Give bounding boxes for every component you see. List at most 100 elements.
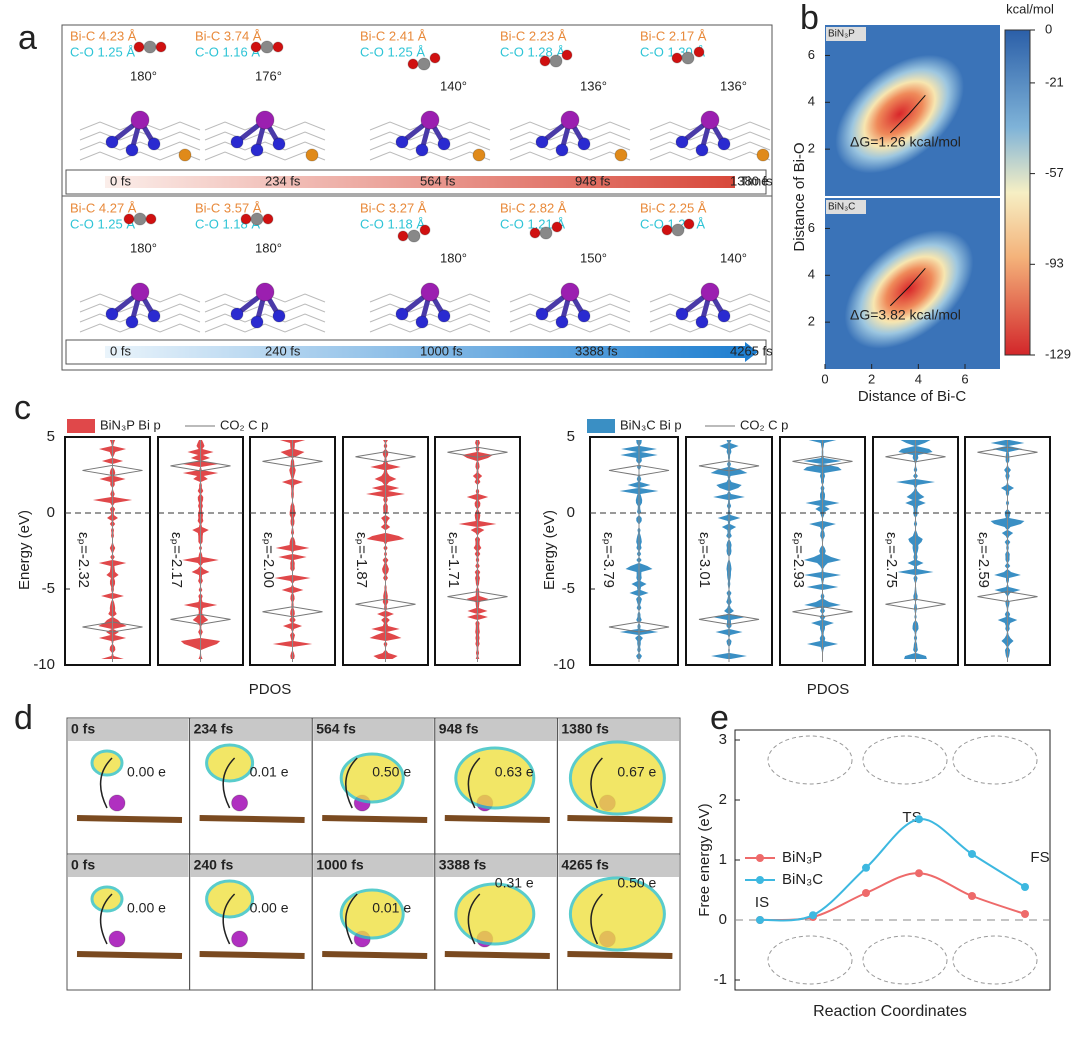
y-tick-label: -5 xyxy=(42,580,55,597)
transfer-arrow xyxy=(222,757,236,809)
angle: 140° xyxy=(720,250,747,265)
y-tick-label: 0 xyxy=(567,504,575,521)
atom xyxy=(529,227,541,239)
label: Bi-C 4.23 Å xyxy=(70,28,137,43)
atom xyxy=(395,307,409,321)
graphene xyxy=(369,303,491,313)
atom xyxy=(429,52,441,64)
y-tick-label: 0 xyxy=(47,504,55,521)
label: Bi-C 2.25 Å xyxy=(640,200,707,215)
label: C-O 1.25 Å xyxy=(70,216,135,231)
frame xyxy=(61,24,773,371)
charge-density xyxy=(454,882,536,946)
transfer-arrow xyxy=(590,757,603,809)
map-tag-bg xyxy=(826,200,866,214)
atom xyxy=(147,137,161,151)
atom xyxy=(272,41,284,53)
eps-label: εₚ=-1.87 xyxy=(353,532,370,588)
graphene xyxy=(369,151,491,161)
time-label: 0 fs xyxy=(110,173,131,188)
co2-trace xyxy=(885,451,946,463)
atom xyxy=(551,221,563,233)
atom xyxy=(250,143,264,157)
atom xyxy=(693,46,705,58)
pdos-box xyxy=(589,436,679,666)
structure-inset xyxy=(952,935,1038,985)
co2-trace xyxy=(608,621,670,633)
atom xyxy=(125,315,139,329)
label: BiN₃C xyxy=(828,202,855,213)
point xyxy=(862,863,870,872)
map-tag-bg xyxy=(826,27,866,41)
substrate xyxy=(322,815,428,823)
label: C-O 1.21 Å xyxy=(500,216,565,231)
co2-trace xyxy=(170,460,231,472)
point xyxy=(1021,883,1029,891)
time-label: 4265 fs xyxy=(730,343,773,358)
transfer-arrow xyxy=(467,893,481,945)
co2-trace xyxy=(170,613,231,625)
charge-density xyxy=(568,740,666,816)
atom xyxy=(230,307,244,321)
graphene xyxy=(204,313,326,323)
substrate xyxy=(199,951,305,959)
point xyxy=(1021,910,1029,918)
time-tag xyxy=(435,855,557,877)
substrate xyxy=(567,815,673,823)
atom xyxy=(539,226,553,240)
point xyxy=(915,869,923,878)
substrate xyxy=(199,815,305,823)
atom xyxy=(133,212,147,226)
atom xyxy=(681,51,695,65)
atom xyxy=(262,213,274,225)
angle: 136° xyxy=(720,78,747,93)
label: 564 fs xyxy=(316,721,356,737)
co2-trace xyxy=(262,455,323,467)
atom xyxy=(178,148,192,162)
atom xyxy=(577,309,591,323)
label: C-O 1.16 Å xyxy=(195,44,260,59)
transfer-arrow xyxy=(590,893,603,945)
panel-label: d xyxy=(14,699,33,737)
atom xyxy=(695,315,709,329)
axis-label: Time xyxy=(740,173,768,188)
legend-label: BiN₃C xyxy=(782,871,823,888)
atom xyxy=(700,110,720,130)
atom xyxy=(437,309,451,323)
legend-label: BiN₃P Bi p xyxy=(100,417,161,432)
atom xyxy=(671,52,683,64)
atom xyxy=(130,282,150,302)
graphene xyxy=(509,131,631,141)
atom xyxy=(240,213,252,225)
axis-title: PDOS xyxy=(249,681,292,698)
atom xyxy=(560,282,580,302)
time-label: 234 fs xyxy=(265,173,301,188)
colorbar-tick-label: -93 xyxy=(1045,256,1064,271)
atom xyxy=(231,930,249,948)
y-tick-label: 6 xyxy=(808,220,815,235)
atom xyxy=(661,224,673,236)
pdos-box xyxy=(64,436,151,666)
co2-trace xyxy=(82,464,143,476)
co2-trace xyxy=(82,621,143,633)
atom xyxy=(250,41,262,53)
label: Bi-C 3.27 Å xyxy=(360,200,427,215)
atom xyxy=(560,110,580,130)
co2-trace xyxy=(355,451,416,463)
y-tick-label: 3 xyxy=(719,731,727,748)
time-tag xyxy=(190,719,312,741)
path-line xyxy=(889,94,926,134)
transfer-arrow xyxy=(222,893,236,945)
colorbar-tick-label: -21 xyxy=(1045,74,1064,89)
time-tag xyxy=(68,855,189,877)
atom xyxy=(683,218,695,230)
transfer-arrow xyxy=(99,893,113,945)
y-tick-label: -10 xyxy=(33,656,55,673)
graphene xyxy=(204,141,326,151)
charge-density xyxy=(568,876,666,952)
legend-label: CO₂ C p xyxy=(220,417,268,432)
atom xyxy=(695,143,709,157)
atom xyxy=(539,55,551,67)
graphene xyxy=(509,151,631,161)
point xyxy=(915,815,923,824)
